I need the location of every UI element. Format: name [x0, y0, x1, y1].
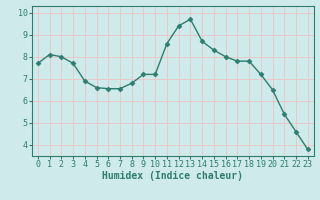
X-axis label: Humidex (Indice chaleur): Humidex (Indice chaleur) — [102, 171, 243, 181]
